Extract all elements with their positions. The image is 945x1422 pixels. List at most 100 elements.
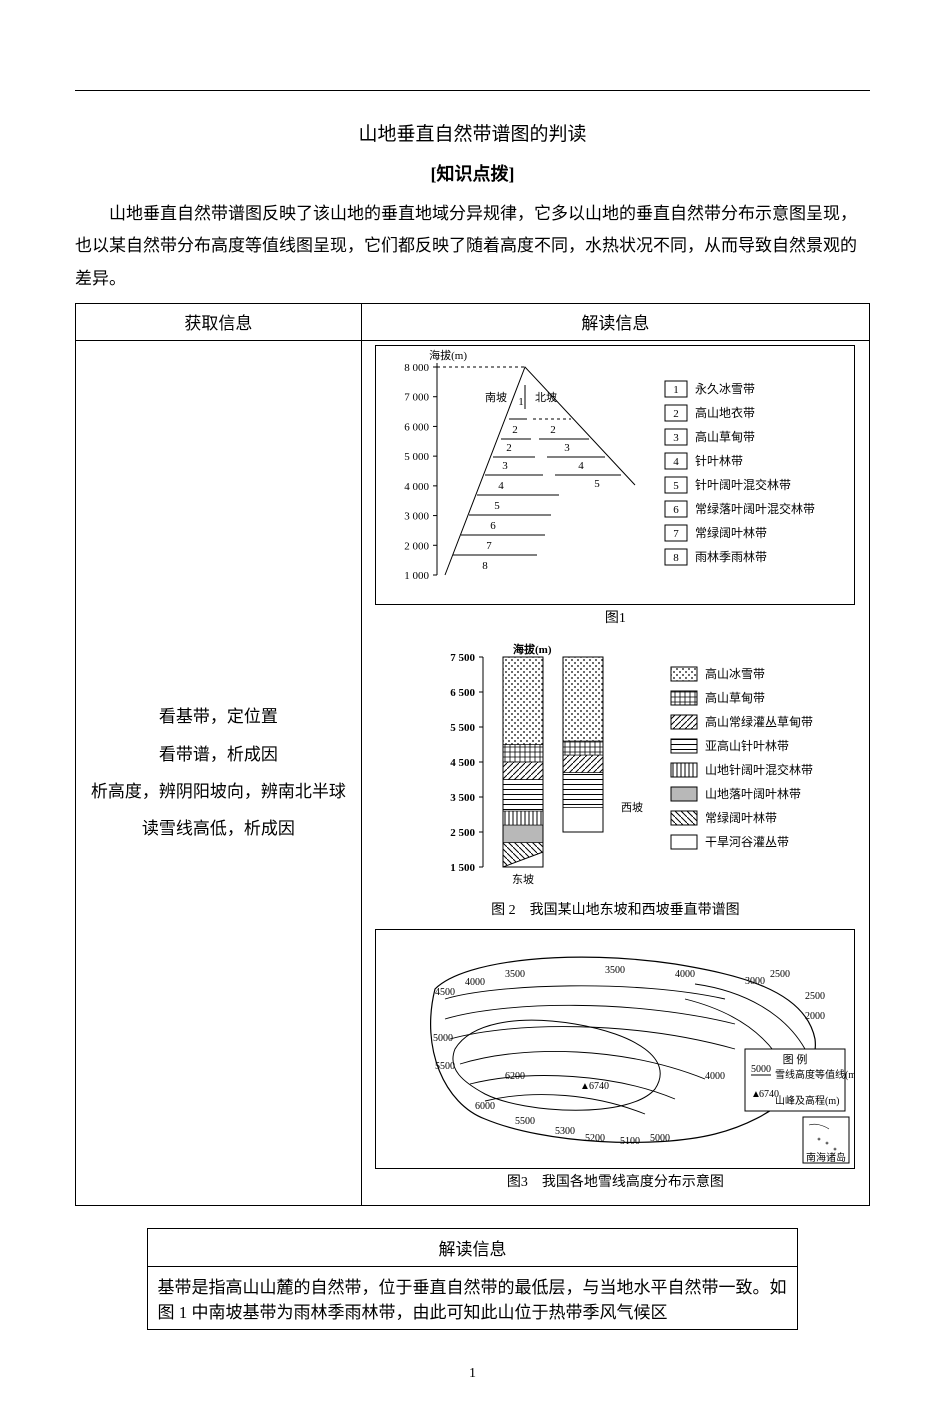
svg-text:5: 5 bbox=[495, 500, 501, 512]
svg-text:3 000: 3 000 bbox=[405, 510, 430, 522]
figure-1: 海拔(m) 1 000 2 000 3 000 4 000 5 000 6 000 7 00… bbox=[375, 345, 855, 637]
svg-text:7 500: 7 500 bbox=[451, 652, 476, 664]
svg-text:高山冰雪带: 高山冰雪带 bbox=[705, 666, 765, 681]
svg-text:7 000: 7 000 bbox=[405, 392, 430, 404]
svg-text:5000: 5000 bbox=[650, 1133, 670, 1144]
svg-text:2 000: 2 000 bbox=[405, 540, 430, 552]
svg-text:永久冰雪带: 永久冰雪带 bbox=[695, 382, 755, 396]
svg-text:1 000: 1 000 bbox=[405, 570, 430, 582]
svg-text:常绿阔叶林带: 常绿阔叶林带 bbox=[695, 525, 767, 540]
th-left: 获取信息 bbox=[76, 303, 362, 340]
svg-text:6740: 6740 bbox=[589, 1081, 609, 1092]
svg-text:3500: 3500 bbox=[505, 969, 525, 980]
svg-text:5200: 5200 bbox=[585, 1133, 605, 1144]
svg-text:2: 2 bbox=[674, 408, 680, 420]
fig3-legend-title: 图 例 bbox=[783, 1052, 808, 1066]
svg-text:常绿落叶阔叶混交林带: 常绿落叶阔叶混交林带 bbox=[695, 501, 815, 516]
fig3-legend-item: 山峰及高程(m) bbox=[775, 1094, 839, 1107]
left-line: 看带谱，析成因 bbox=[82, 736, 355, 773]
main-table: 获取信息 解读信息 看基带，定位置 看带谱，析成因 析高度，辨阴阳坡向，辨南北半… bbox=[75, 303, 870, 1206]
svg-text:6200: 6200 bbox=[505, 1071, 525, 1082]
fig3-caption: 图3 我国各地雪线高度分布示意图 bbox=[375, 1171, 855, 1191]
svg-text:4 500: 4 500 bbox=[451, 757, 476, 769]
fig1-caption: 图1 bbox=[375, 607, 855, 627]
svg-text:4: 4 bbox=[674, 456, 680, 468]
svg-text:雨林季雨林带: 雨林季雨林带 bbox=[695, 550, 767, 564]
svg-text:2: 2 bbox=[513, 424, 519, 436]
svg-text:6: 6 bbox=[674, 504, 680, 516]
svg-text:2: 2 bbox=[507, 442, 513, 454]
svg-text:常绿阔叶林带: 常绿阔叶林带 bbox=[705, 810, 777, 825]
fig3-inset-label: 南海诸岛 bbox=[806, 1151, 846, 1164]
svg-text:3500: 3500 bbox=[605, 965, 625, 976]
svg-text:高山草甸带: 高山草甸带 bbox=[705, 690, 765, 705]
svg-text:3: 3 bbox=[503, 460, 509, 472]
svg-text:5500: 5500 bbox=[435, 1061, 455, 1072]
fig2-axis-label: 海拔(m) bbox=[513, 642, 552, 656]
svg-text:5300: 5300 bbox=[555, 1126, 575, 1137]
top-rule bbox=[75, 90, 870, 91]
left-cell: 看基带，定位置 看带谱，析成因 析高度，辨阴阳坡向，辨南北半球 读雪线高低，析成… bbox=[76, 340, 362, 1205]
svg-text:6: 6 bbox=[491, 520, 497, 532]
svg-text:2500: 2500 bbox=[805, 991, 825, 1002]
left-line: 析高度，辨阴阳坡向，辨南北半球 bbox=[82, 773, 355, 810]
figure-2: 海拔(m) 1 5002 5003 5004 5005 5006 5007 50… bbox=[375, 637, 855, 929]
svg-text:1 500: 1 500 bbox=[451, 862, 476, 874]
figure-3: ▲ 6740 4500 5000 5500 6000 5500 5300 520… bbox=[375, 929, 855, 1201]
svg-text:山地针阔叶混交林带: 山地针阔叶混交林带 bbox=[705, 762, 813, 777]
svg-text:4500: 4500 bbox=[435, 987, 455, 998]
info2-row: 基带是指高山山麓的自然带，位于垂直自然带的最低层，与当地水平自然带一致。如图 1… bbox=[147, 1266, 798, 1329]
svg-text:8: 8 bbox=[483, 560, 489, 572]
svg-text:4 000: 4 000 bbox=[405, 481, 430, 493]
svg-text:7: 7 bbox=[487, 540, 493, 552]
svg-text:高山地衣带: 高山地衣带 bbox=[695, 405, 755, 420]
svg-text:1: 1 bbox=[674, 384, 680, 396]
svg-text:2000: 2000 bbox=[805, 1011, 825, 1022]
svg-text:8: 8 bbox=[674, 552, 680, 564]
fig2-east-label: 东坡 bbox=[512, 873, 534, 886]
svg-text:3: 3 bbox=[674, 432, 680, 444]
svg-text:2: 2 bbox=[551, 424, 557, 436]
svg-text:4: 4 bbox=[579, 460, 585, 472]
info2-header: 解读信息 bbox=[147, 1228, 798, 1266]
fig1-south-label: 南坡 bbox=[485, 391, 507, 404]
svg-text:山地落叶阔叶林带: 山地落叶阔叶林带 bbox=[705, 787, 801, 801]
fig2-west-label: 西坡 bbox=[621, 801, 643, 814]
fig3-legend-item: 雪线高度等值线(m) bbox=[775, 1068, 855, 1081]
svg-text:亚高山针叶林带: 亚高山针叶林带 bbox=[705, 738, 789, 753]
svg-text:3000: 3000 bbox=[745, 976, 765, 987]
fig1-north-label: 北坡 bbox=[535, 391, 557, 404]
svg-text:5500: 5500 bbox=[515, 1116, 535, 1127]
svg-text:5100: 5100 bbox=[620, 1136, 640, 1147]
svg-text:3 500: 3 500 bbox=[451, 792, 476, 804]
fig1-axis-label: 海拔(m) bbox=[430, 348, 468, 362]
svg-text:2500: 2500 bbox=[770, 969, 790, 980]
svg-text:4000: 4000 bbox=[675, 969, 695, 980]
svg-text:5000: 5000 bbox=[433, 1033, 453, 1044]
svg-text:高山常绿灌丛草甸带: 高山常绿灌丛草甸带 bbox=[705, 714, 813, 729]
svg-text:4000: 4000 bbox=[465, 977, 485, 988]
left-line: 看基带，定位置 bbox=[82, 698, 355, 735]
svg-text:干旱河谷灌丛带: 干旱河谷灌丛带 bbox=[705, 835, 789, 849]
intro-paragraph: 山地垂直自然带谱图反映了该山地的垂直地域分异规律，它多以山地的垂直自然带分布示意… bbox=[75, 198, 870, 295]
svg-text:5: 5 bbox=[595, 478, 601, 490]
svg-text:7: 7 bbox=[674, 528, 680, 540]
section-subtitle: [知识点拨] bbox=[75, 160, 870, 186]
svg-text:针叶林带: 针叶林带 bbox=[695, 453, 743, 468]
svg-text:针叶阔叶混交林带: 针叶阔叶混交林带 bbox=[695, 477, 791, 492]
svg-text:5000: 5000 bbox=[751, 1064, 771, 1075]
svg-text:5 500: 5 500 bbox=[451, 722, 476, 734]
svg-text:3: 3 bbox=[565, 442, 571, 454]
svg-text:4000: 4000 bbox=[705, 1071, 725, 1082]
svg-text:1: 1 bbox=[519, 396, 525, 408]
svg-text:5: 5 bbox=[674, 480, 680, 492]
page-title: 山地垂直自然带谱图的判读 bbox=[75, 119, 870, 146]
th-right: 解读信息 bbox=[361, 303, 869, 340]
svg-text:6 000: 6 000 bbox=[405, 421, 430, 433]
svg-text:5 000: 5 000 bbox=[405, 451, 430, 463]
svg-text:6000: 6000 bbox=[475, 1101, 495, 1112]
svg-text:高山草甸带: 高山草甸带 bbox=[695, 429, 755, 444]
fig2-caption: 图 2 我国某山地东坡和西坡垂直带谱图 bbox=[375, 899, 855, 919]
svg-text:6 500: 6 500 bbox=[451, 687, 476, 699]
info2-table: 解读信息 基带是指高山山麓的自然带，位于垂直自然带的最低层，与当地水平自然带一致… bbox=[147, 1228, 799, 1330]
